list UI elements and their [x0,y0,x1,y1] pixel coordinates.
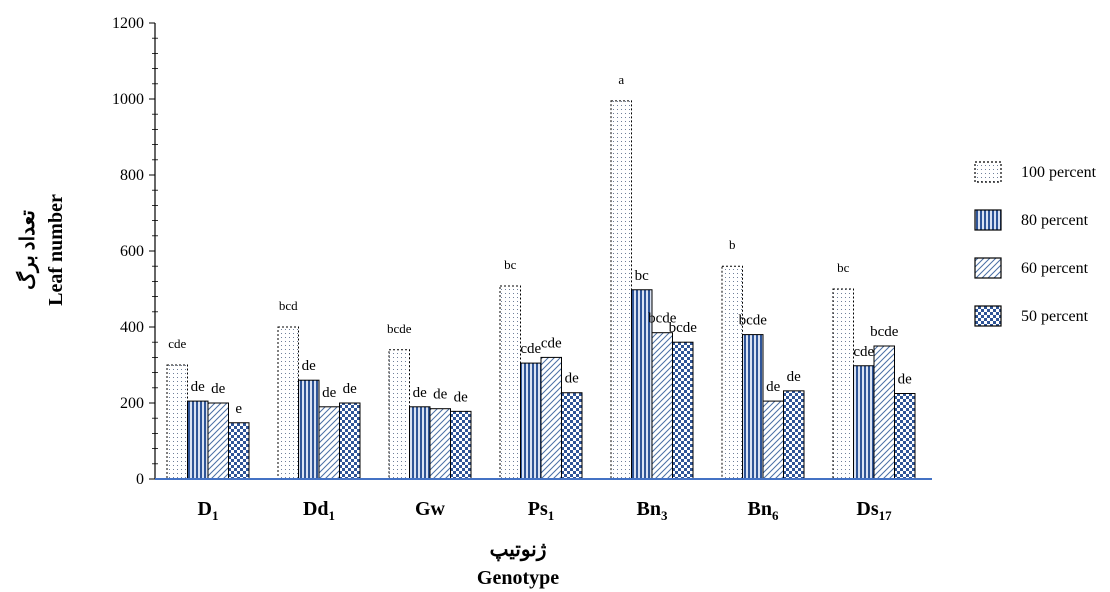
y-tick-label: 200 [120,395,144,412]
bar-50-percent [894,393,916,480]
y-tick-label: 600 [120,243,144,260]
bar-80-percent [187,400,209,480]
x-tick-label: Bn3 [637,498,668,523]
bar-100-percent [832,288,854,480]
y-tick-label: 800 [120,167,144,184]
x-tick-label: Ps1 [528,498,555,523]
bar-100-percent [610,100,632,480]
legend-swatch-50-percent [974,305,1002,327]
x-tick-label: Dd1 [303,498,335,523]
y-tick-label: 400 [120,319,144,336]
legend-label: 50 percent [1021,308,1089,325]
legend-swatch-60-percent [974,257,1002,279]
bar-100-percent [499,285,521,480]
significance-label: de [343,381,358,397]
x-tick-label: Gw [415,498,446,520]
bar-50-percent [561,392,583,480]
legend-label: 60 percent [1021,260,1089,277]
significance-label: de [565,371,580,387]
significance-label: bc [504,257,517,272]
legend-label: 80 percent [1021,212,1089,229]
significance-label: de [322,385,337,401]
significance-label: bcde [387,321,412,336]
bar-60-percent [207,402,229,480]
significance-label: cde [168,336,186,351]
significance-label: cde [853,344,874,360]
significance-label: a [618,72,624,87]
y-axis-title: Leaf number [45,194,67,306]
significance-label: bc [635,268,650,284]
significance-label: de [433,387,448,403]
bar-100-percent [277,326,299,480]
significance-label: cde [520,341,541,357]
y-tick-label: 1200 [112,15,144,32]
significance-label: bcde [669,320,698,336]
significance-label: de [898,372,913,388]
significance-label: de [302,358,317,374]
bar-50-percent [783,390,805,480]
significance-label: bcde [739,313,768,329]
legend-swatch-100-percent [974,161,1002,183]
y-tick-label: 0 [136,471,144,488]
significance-label: de [454,389,469,405]
legend-label: 100 percent [1021,164,1097,181]
bar-80-percent [853,365,875,480]
significance-label: de [766,379,781,395]
bar-50-percent [672,341,694,480]
significance-label: bcd [279,298,298,313]
bar-60-percent [318,406,340,480]
bar-50-percent [228,422,250,480]
significance-label: de [191,379,206,395]
bar-100-percent [721,265,743,480]
y-tick-label: 1000 [112,91,144,108]
legend: 100 percent 80 percent 60 percent 50 percen… [974,161,1097,327]
bar-80-percent [742,334,764,480]
bar-80-percent [298,379,320,480]
significance-label: de [787,369,802,385]
x-tick-label: Ds17 [856,498,892,523]
bar-60-percent [540,356,562,480]
significance-label: e [235,401,242,417]
legend-swatch-80-percent [974,209,1002,231]
bar-100-percent [166,364,188,480]
x-tick-label: Bn6 [748,498,779,523]
y-axis-title-group: تعداد برگ Leaf number [15,194,67,306]
significance-label: bc [837,260,850,275]
bar-60-percent [429,408,451,480]
bar-50-percent [339,402,361,480]
y-axis-title-fa: تعداد برگ [15,210,40,290]
x-axis-title: Genotype [477,567,559,589]
significance-label: de [413,385,428,401]
significance-label: bcde [870,324,899,340]
bar-80-percent [409,406,431,480]
significance-label: de [211,381,226,397]
x-tick-label: D1 [198,498,219,523]
bar-80-percent [520,362,542,480]
significance-label: b [729,237,736,252]
bar-60-percent [762,400,784,480]
bar-60-percent [651,332,673,480]
significance-label: cde [541,335,562,351]
bar-100-percent [388,349,410,480]
bar-50-percent [450,410,472,480]
x-axis-title-fa: ژنوتیپ [490,539,547,562]
significance-label: bcde [648,311,677,327]
bar-60-percent [873,345,895,480]
